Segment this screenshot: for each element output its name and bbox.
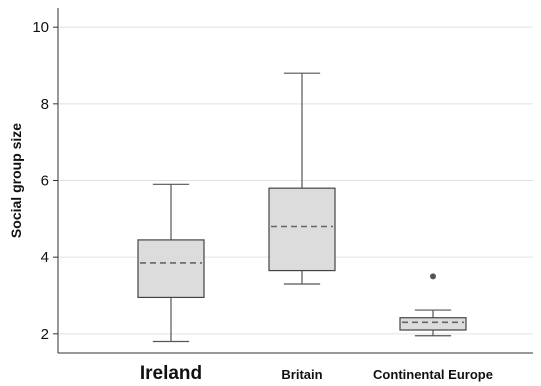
iqr-box — [399, 317, 467, 331]
outlier-point — [430, 273, 436, 280]
y-tick-label: 10 — [32, 19, 49, 36]
y-tick-label: 4 — [41, 249, 49, 266]
y-tick-label: 2 — [41, 326, 49, 343]
box-continental-europe — [399, 273, 467, 337]
x-category-label: Britain — [281, 367, 322, 382]
box-ireland — [137, 183, 205, 343]
iqr-box — [268, 187, 336, 272]
y-tick-label: 8 — [41, 96, 49, 113]
box-britain — [268, 72, 336, 285]
y-tick-label: 6 — [41, 173, 49, 190]
x-category-label: Continental Europe — [373, 367, 493, 382]
boxes-layer — [137, 72, 467, 343]
y-ticks: 2 4 6 8 10 — [32, 19, 58, 343]
x-category-label: Ireland — [140, 363, 202, 384]
y-axis-label: Social group size — [8, 123, 24, 238]
iqr-box — [137, 239, 205, 299]
gridlines — [58, 26, 533, 335]
x-category-labels: Ireland Britain Continental Europe — [140, 363, 493, 384]
